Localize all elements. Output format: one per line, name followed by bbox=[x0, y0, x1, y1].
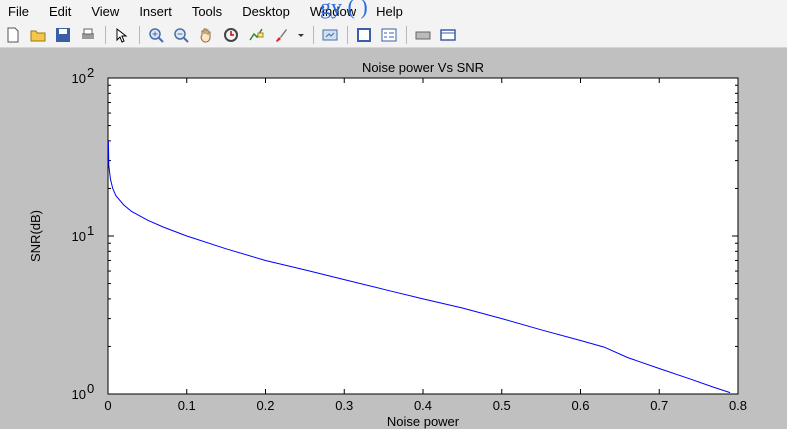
y-tick-base: 10 bbox=[72, 229, 86, 244]
x-tick-label: 0.7 bbox=[650, 398, 668, 413]
open-file-icon[interactable] bbox=[27, 24, 49, 46]
menu-tools[interactable]: Tools bbox=[191, 3, 223, 19]
menu-file[interactable]: File bbox=[8, 3, 29, 19]
x-axis-label: Noise power bbox=[387, 414, 460, 429]
menu-window[interactable]: Window bbox=[309, 3, 357, 19]
x-tick-label: 0.1 bbox=[178, 398, 196, 413]
x-tick-label: 0.6 bbox=[571, 398, 589, 413]
y-tick-exponent: 2 bbox=[87, 65, 94, 80]
figure-toolbar bbox=[0, 22, 787, 48]
pan-hand-icon[interactable] bbox=[195, 24, 217, 46]
menu-edit[interactable]: Edit bbox=[48, 3, 72, 19]
chart-title: Noise power Vs SNR bbox=[362, 60, 484, 75]
y-tick-label: 10 bbox=[72, 387, 86, 402]
x-tick-label: 0.5 bbox=[493, 398, 511, 413]
zoom-out-icon[interactable] bbox=[170, 24, 192, 46]
menu-insert[interactable]: Insert bbox=[139, 3, 172, 19]
menu-desktop[interactable]: Desktop bbox=[242, 3, 290, 19]
save-icon[interactable] bbox=[52, 24, 74, 46]
x-tick-label: 0.3 bbox=[335, 398, 353, 413]
show-plot-tools-icon[interactable] bbox=[437, 24, 459, 46]
print-icon[interactable] bbox=[77, 24, 99, 46]
hide-plot-tools-icon[interactable] bbox=[412, 24, 434, 46]
x-tick-label: 0.8 bbox=[729, 398, 747, 413]
y-tick-base: 10 bbox=[72, 71, 86, 86]
y-tick-label: 10 bbox=[72, 71, 86, 86]
new-figure-icon[interactable] bbox=[2, 24, 24, 46]
x-tick-label: 0.2 bbox=[256, 398, 274, 413]
data-cursor-icon[interactable] bbox=[245, 24, 267, 46]
menu-view[interactable]: View bbox=[91, 3, 120, 19]
colorbar-icon[interactable] bbox=[353, 24, 375, 46]
dropdown-arrow-icon[interactable] bbox=[295, 24, 307, 46]
toolbar-separator bbox=[139, 25, 140, 44]
menu-bar: File Edit View Insert Tools Desktop Window Help bbox=[0, 0, 787, 22]
x-ticks: 0 0.1 0.2 0.3 0.4 0.5 0.6 0.7 0.8 bbox=[104, 78, 747, 413]
series-line bbox=[107, 140, 731, 394]
axes-box bbox=[107, 77, 739, 395]
toolbar-separator bbox=[105, 25, 106, 44]
y-tick-exponent: 1 bbox=[87, 223, 94, 238]
plot-svg: Noise power Vs SNR Noise power SNR(dB) 0… bbox=[28, 60, 747, 429]
x-tick-label: 0.4 bbox=[414, 398, 432, 413]
y-tick-label: 10 bbox=[72, 229, 86, 244]
link-plot-icon[interactable] bbox=[319, 24, 341, 46]
y-tick-base: 10 bbox=[72, 387, 86, 402]
rotate-3d-icon[interactable] bbox=[220, 24, 242, 46]
toolbar-separator bbox=[313, 25, 314, 44]
edit-plot-arrow-icon[interactable] bbox=[111, 24, 133, 46]
toolbar-separator bbox=[347, 25, 348, 44]
toolbar-separator bbox=[406, 25, 407, 44]
menu-help[interactable]: Help bbox=[376, 3, 403, 19]
zoom-in-icon[interactable] bbox=[145, 24, 167, 46]
series-group bbox=[107, 140, 731, 394]
y-tick-exponent: 0 bbox=[87, 381, 94, 396]
overlay-text: gy ( ) bbox=[320, 0, 368, 19]
figure-canvas: Noise power Vs SNR Noise power SNR(dB) 0… bbox=[0, 48, 787, 429]
brush-icon[interactable] bbox=[270, 24, 292, 46]
y-axis-label: SNR(dB) bbox=[28, 210, 43, 262]
x-tick-label: 0 bbox=[104, 398, 111, 413]
legend-icon[interactable] bbox=[378, 24, 400, 46]
